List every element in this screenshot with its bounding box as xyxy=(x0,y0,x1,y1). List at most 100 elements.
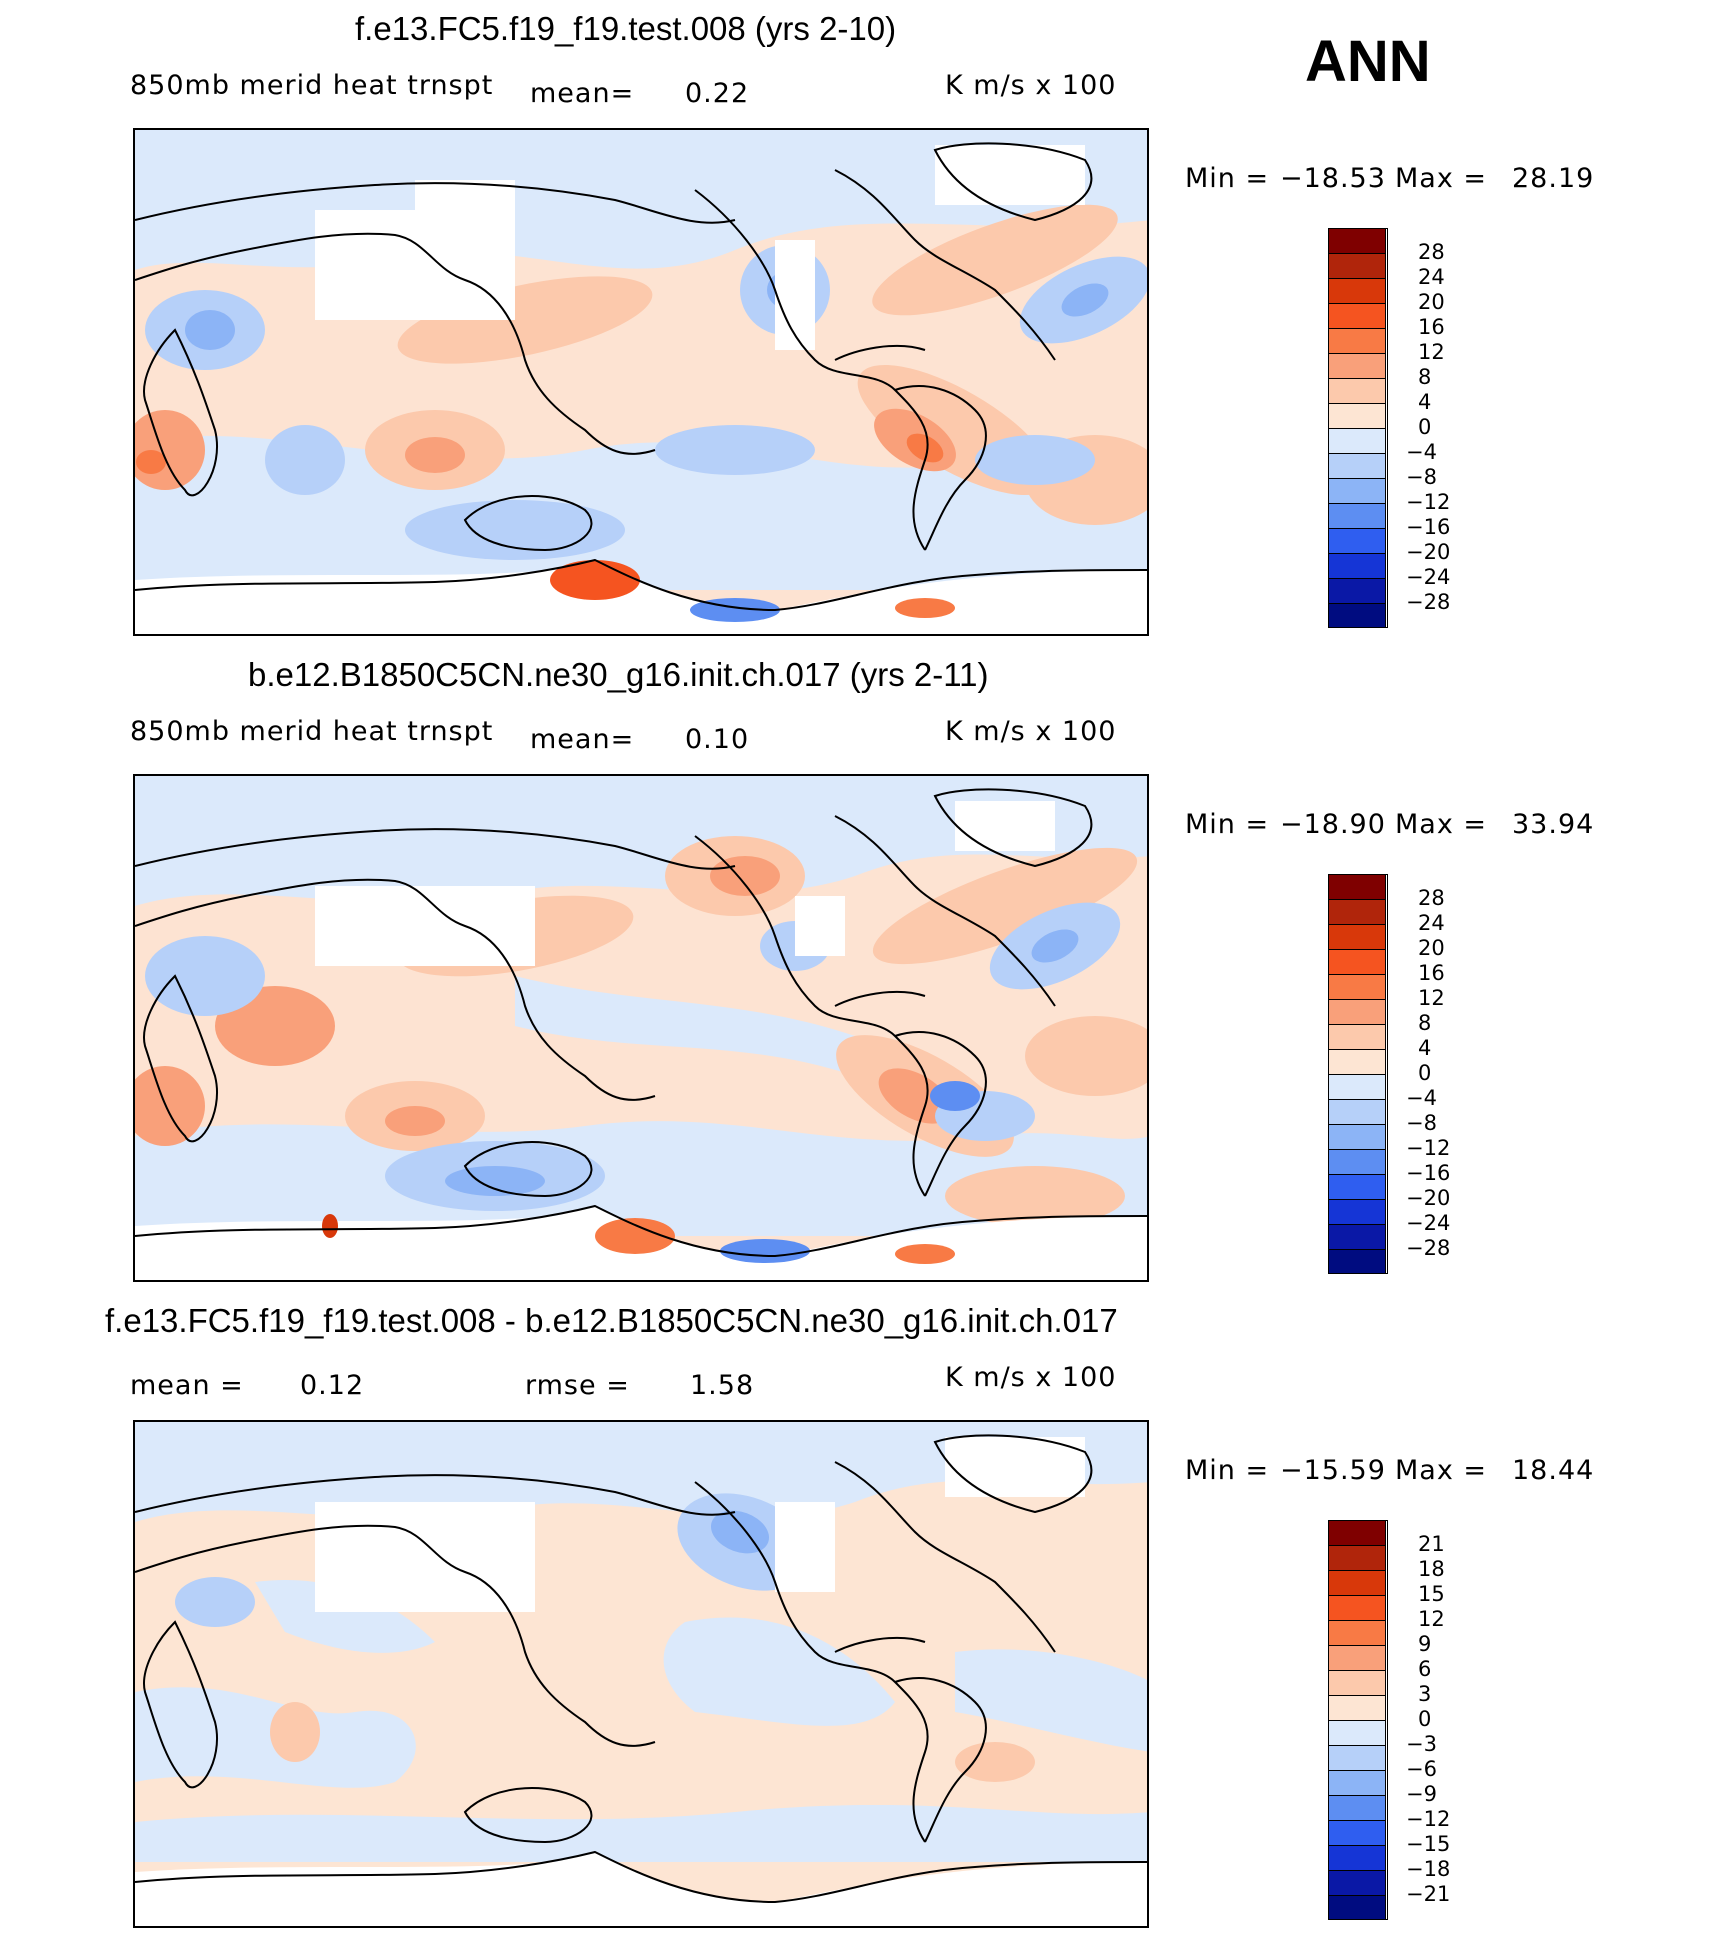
colorbar-tick-label: −20 xyxy=(1406,540,1451,564)
panel-3-min-value: −15.59 xyxy=(1280,1455,1386,1486)
panel-3-rmse-label: rmse = xyxy=(525,1370,630,1401)
panel-2-map-field xyxy=(135,776,1147,1280)
colorbar-tick-label: −12 xyxy=(1406,1807,1451,1831)
panel-1-units: K m/s x 100 xyxy=(945,70,1117,101)
colorbar-segment xyxy=(1328,1074,1386,1099)
panel-1-mean-value: 0.22 xyxy=(685,78,750,109)
colorbar-tick-label: 3 xyxy=(1418,1682,1432,1706)
panel-3-map xyxy=(133,1420,1149,1928)
colorbar-segment xyxy=(1328,1199,1386,1224)
colorbar-segment xyxy=(1328,899,1386,924)
colorbar-segment xyxy=(1328,1099,1386,1124)
colorbar-segment xyxy=(1328,353,1386,378)
panel-2-variable: 850mb merid heat trnspt xyxy=(130,716,494,747)
colorbar-segment xyxy=(1328,578,1386,603)
panel-1-min-value: −18.53 xyxy=(1280,163,1386,194)
colorbar-segment xyxy=(1328,1795,1386,1820)
colorbar-segment xyxy=(1328,253,1386,278)
panel-2-mean-label: mean= xyxy=(530,724,635,755)
panel-1-max-label: Max = xyxy=(1395,163,1488,194)
colorbar-tick-label: 4 xyxy=(1418,390,1432,414)
colorbar-segment xyxy=(1328,503,1386,528)
colorbar-segment xyxy=(1328,874,1386,899)
colorbar-tick-label: 0 xyxy=(1418,1061,1432,1085)
panel-3-units: K m/s x 100 xyxy=(945,1362,1117,1393)
panel-1-map xyxy=(133,128,1149,636)
colorbar-segment xyxy=(1328,1820,1386,1845)
colorbar-tick-label: 16 xyxy=(1418,315,1445,339)
colorbar-segment xyxy=(1328,228,1386,253)
colorbar-tick-label: −8 xyxy=(1406,465,1437,489)
colorbar-tick-label: 21 xyxy=(1418,1532,1445,1556)
panel-3-max-label: Max = xyxy=(1395,1455,1488,1486)
colorbar-tick-label: 16 xyxy=(1418,961,1445,985)
colorbar-tick-label: 15 xyxy=(1418,1582,1445,1606)
colorbar-segment xyxy=(1328,1520,1386,1545)
panel-1-min-label: Min = xyxy=(1185,163,1270,194)
colorbar-tick-label: 0 xyxy=(1418,1707,1432,1731)
colorbar-segment xyxy=(1328,1770,1386,1795)
panel-2-colorbar: 28 24 20 16 12 8 4 0 −4 −8 −12 −16 −20 −24 −28 xyxy=(1328,874,1450,1274)
colorbar-tick-label: 28 xyxy=(1418,240,1445,264)
colorbar-segment xyxy=(1328,1124,1386,1149)
panel-3-mean-value: 0.12 xyxy=(300,1370,365,1401)
colorbar-tick-label: −21 xyxy=(1406,1882,1451,1906)
colorbar-segment xyxy=(1328,1570,1386,1595)
panel-3-max-value: 18.44 xyxy=(1512,1455,1595,1486)
colorbar-segment xyxy=(1328,1745,1386,1770)
colorbar-tick-label: −8 xyxy=(1406,1111,1437,1135)
colorbar-tick-label: 9 xyxy=(1418,1632,1432,1656)
colorbar-segment xyxy=(1328,403,1386,428)
colorbar-tick-label: −6 xyxy=(1406,1757,1437,1781)
colorbar-tick-label: 12 xyxy=(1418,986,1445,1010)
colorbar-tick-label: −24 xyxy=(1406,565,1451,589)
colorbar-tick-label: −16 xyxy=(1406,515,1451,539)
panel-1-colorbar: 28 24 20 16 12 8 4 0 −4 −8 −12 −16 −20 −24 −28 xyxy=(1328,228,1450,628)
panel-1-map-field xyxy=(135,130,1147,634)
colorbar-tick-label: 24 xyxy=(1418,911,1445,935)
colorbar-tick-label: −28 xyxy=(1406,590,1451,614)
panel-3-mean-label: mean = xyxy=(130,1370,244,1401)
colorbar-segment xyxy=(1328,328,1386,353)
colorbar-segment xyxy=(1328,478,1386,503)
panel-2-max-value: 33.94 xyxy=(1512,809,1595,840)
panel-2-title: b.e12.B1850C5CN.ne30_g16.init.ch.017 (yr… xyxy=(248,656,989,693)
colorbar-tick-label: −15 xyxy=(1406,1832,1451,1856)
panel-3-rmse-value: 1.58 xyxy=(690,1370,755,1401)
colorbar-tick-label: 0 xyxy=(1418,415,1432,439)
colorbar-tick-label: −28 xyxy=(1406,1236,1451,1260)
colorbar-segment xyxy=(1328,1149,1386,1174)
panel-1-mean-label: mean= xyxy=(530,78,635,109)
colorbar-segment xyxy=(1328,1595,1386,1620)
colorbar-tick-label: −3 xyxy=(1406,1732,1437,1756)
colorbar-tick-label: 28 xyxy=(1418,886,1445,910)
colorbar-tick-label: 8 xyxy=(1418,365,1432,389)
colorbar-tick-label: 24 xyxy=(1418,265,1445,289)
colorbar-segment xyxy=(1328,1620,1386,1645)
colorbar-tick-label: 12 xyxy=(1418,1607,1445,1631)
colorbar-tick-label: 8 xyxy=(1418,1011,1432,1035)
colorbar-tick-label: −12 xyxy=(1406,490,1451,514)
panel-2-max-label: Max = xyxy=(1395,809,1488,840)
colorbar-tick-label: −24 xyxy=(1406,1211,1451,1235)
panel-3-min-label: Min = xyxy=(1185,1455,1270,1486)
colorbar-tick-label: 18 xyxy=(1418,1557,1445,1581)
colorbar-segment xyxy=(1328,303,1386,328)
colorbar-tick-label: 20 xyxy=(1418,936,1445,960)
panel-1-max-value: 28.19 xyxy=(1512,163,1595,194)
panel-3-title: f.e13.FC5.f19_f19.test.008 - b.e12.B1850… xyxy=(105,1302,1118,1339)
panel-1-variable: 850mb merid heat trnspt xyxy=(130,70,494,101)
colorbar-tick-label: 12 xyxy=(1418,340,1445,364)
panel-3-map-field xyxy=(135,1422,1147,1926)
season-label: ANN xyxy=(1305,29,1431,94)
colorbar-segment xyxy=(1328,278,1386,303)
panel-1-title: f.e13.FC5.f19_f19.test.008 (yrs 2-10) xyxy=(355,10,897,47)
colorbar-tick-label: 20 xyxy=(1418,290,1445,314)
colorbar-tick-label: −16 xyxy=(1406,1161,1451,1185)
panel-2-mean-value: 0.10 xyxy=(685,724,750,755)
panel-2-min-value: −18.90 xyxy=(1280,809,1386,840)
colorbar-segment xyxy=(1328,1870,1386,1895)
panel-2-min-label: Min = xyxy=(1185,809,1270,840)
colorbar-tick-label: 6 xyxy=(1418,1657,1432,1681)
colorbar-tick-label: −4 xyxy=(1406,440,1437,464)
